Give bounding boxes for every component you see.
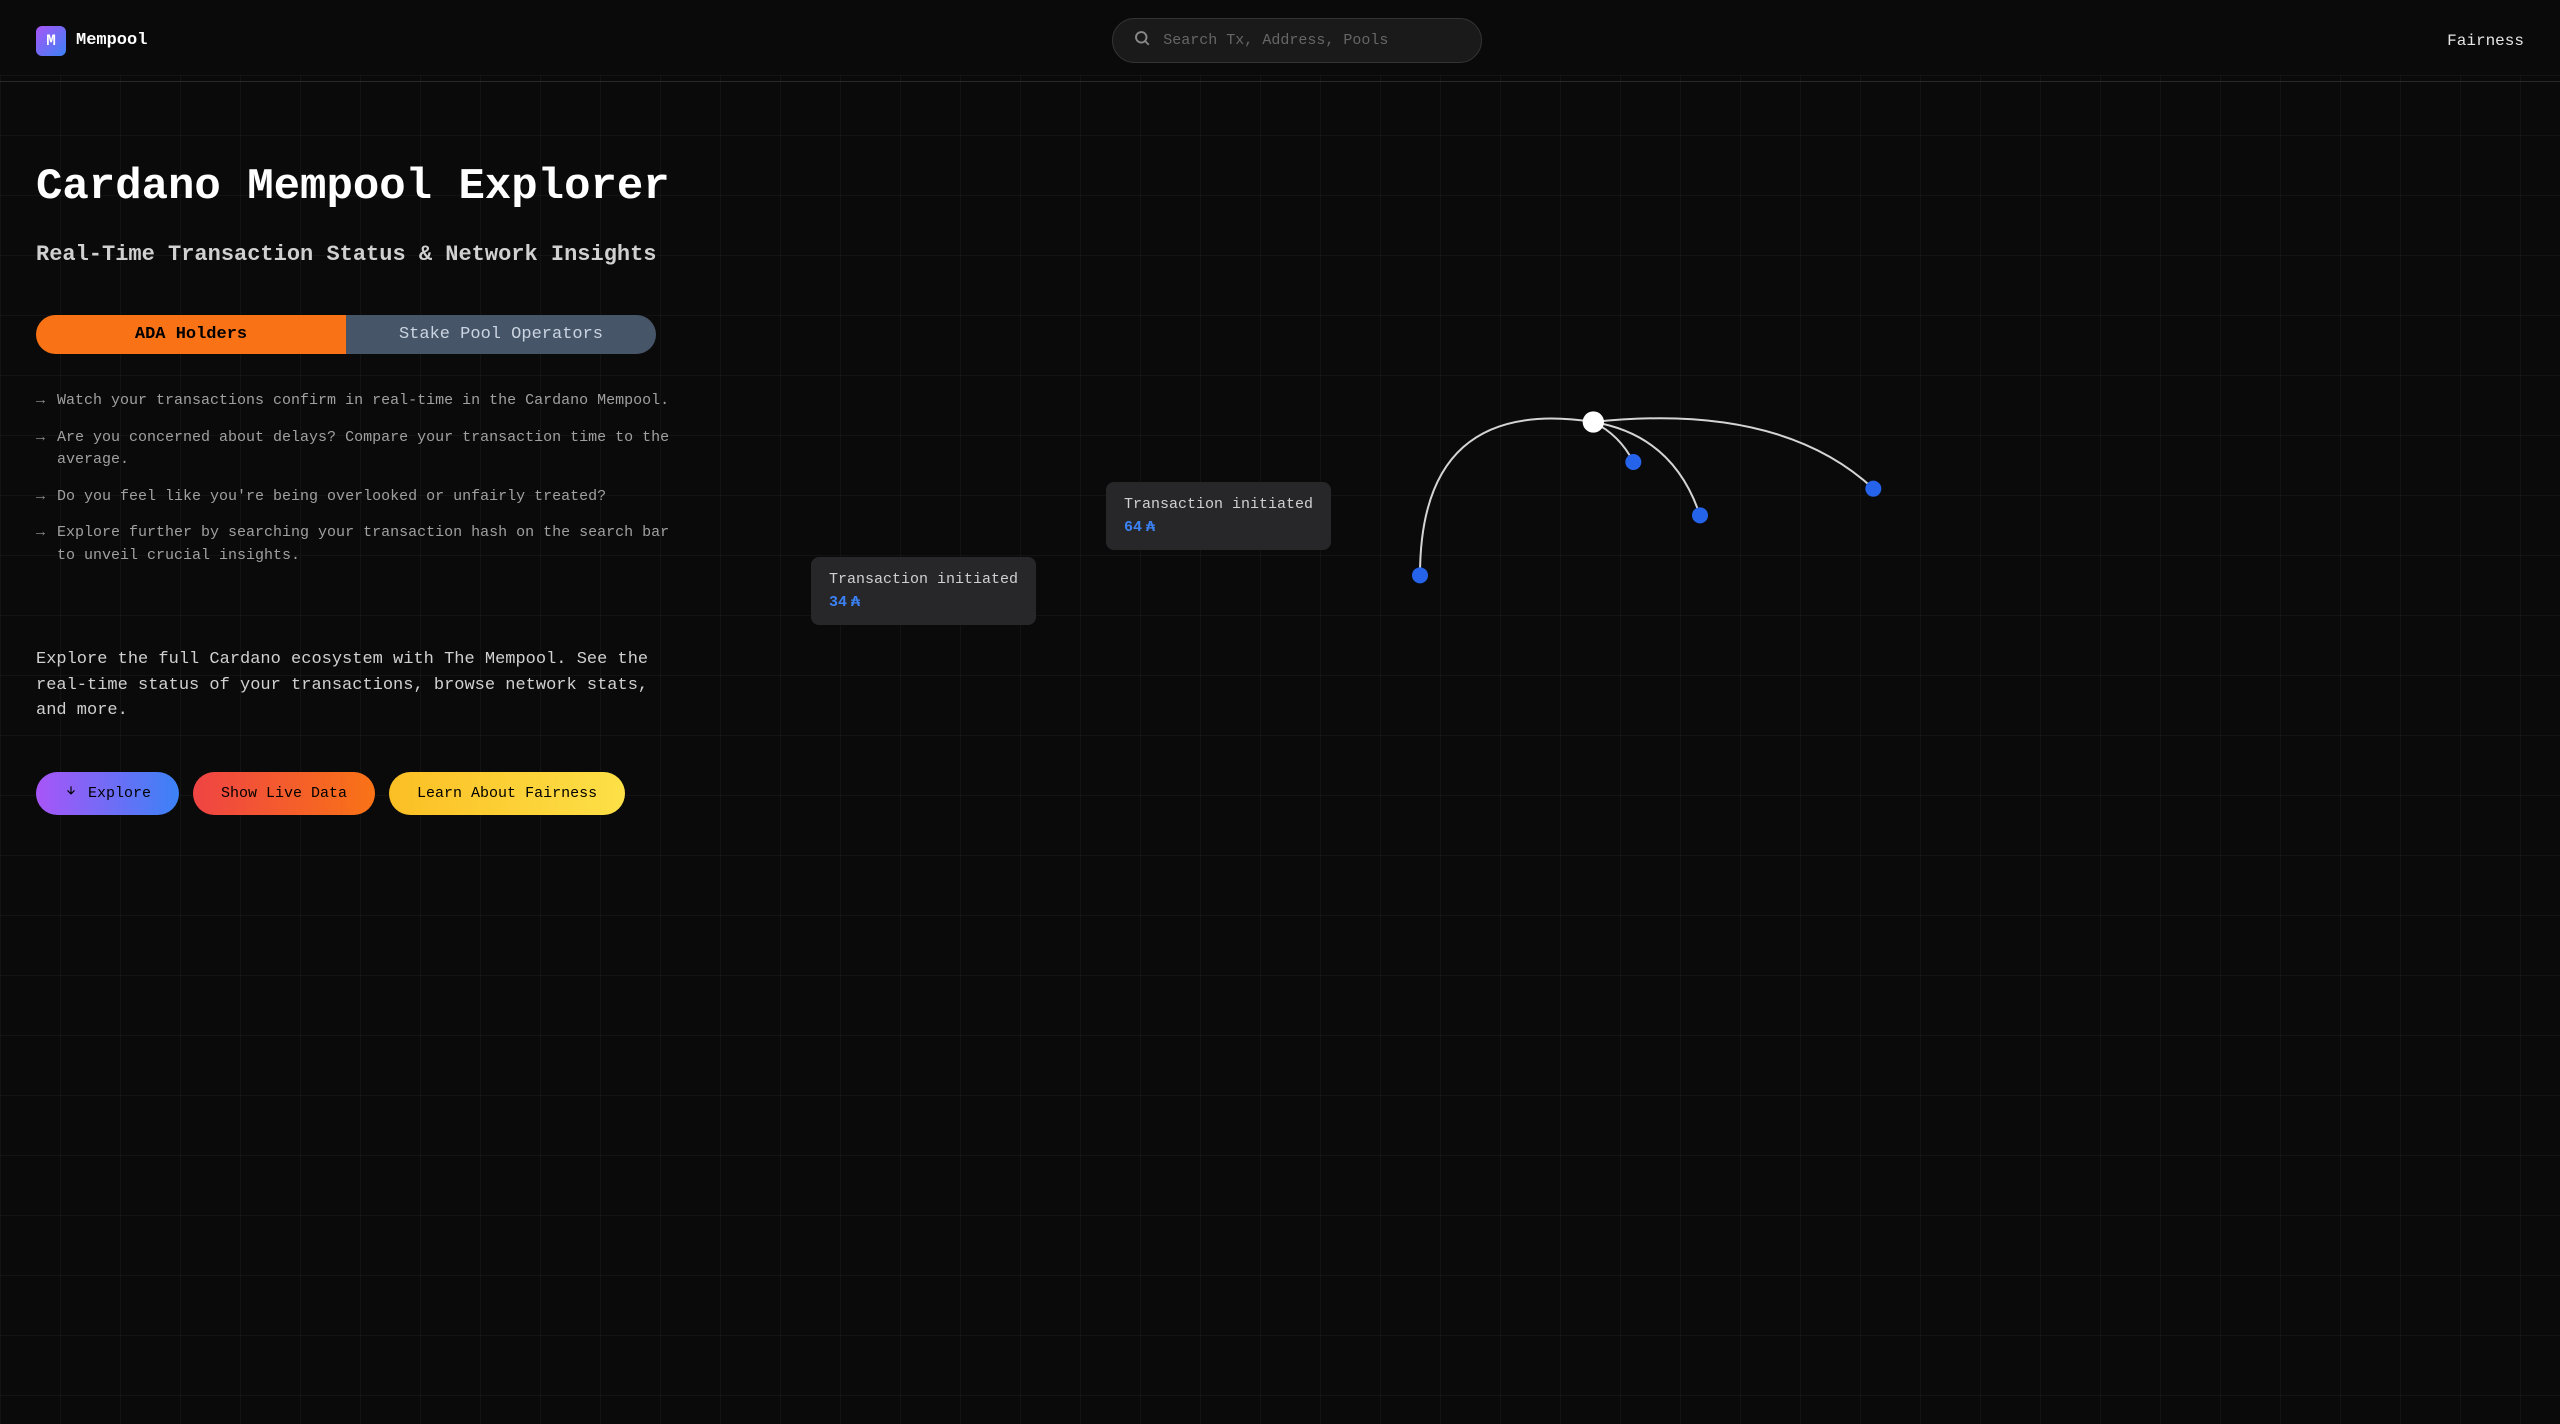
- search-bar[interactable]: [1112, 18, 1482, 63]
- list-item: → Are you concerned about delays? Compar…: [36, 427, 676, 472]
- arrow-icon: →: [36, 427, 45, 472]
- tab-group: ADA Holders Stake Pool Operators: [36, 315, 656, 354]
- tooltip-value: 64 ₳: [1124, 519, 1313, 536]
- fairness-button[interactable]: Learn About Fairness: [389, 772, 625, 815]
- bullet-text: Explore further by searching your transa…: [57, 522, 676, 567]
- tooltip: Transaction initiated 64 ₳: [1106, 482, 1331, 550]
- arrow-icon: →: [36, 522, 45, 567]
- description: Explore the full Cardano ecosystem with …: [36, 647, 676, 724]
- bullet-text: Watch your transactions confirm in real-…: [57, 390, 669, 413]
- logo[interactable]: M Mempool: [36, 26, 147, 56]
- ada-icon: ₳: [1146, 519, 1155, 536]
- live-data-button[interactable]: Show Live Data: [193, 772, 375, 815]
- download-icon: [64, 784, 78, 803]
- button-label: Show Live Data: [221, 785, 347, 802]
- bullet-list: → Watch your transactions confirm in rea…: [36, 390, 716, 567]
- button-row: Explore Show Live Data Learn About Fairn…: [36, 772, 716, 815]
- nav-fairness[interactable]: Fairness: [2447, 32, 2524, 50]
- tooltip-title: Transaction initiated: [829, 571, 1018, 588]
- search-icon: [1133, 29, 1151, 52]
- list-item: → Do you feel like you're being overlook…: [36, 486, 676, 509]
- tooltip: Transaction initiated 34 ₳: [811, 557, 1036, 625]
- bullet-text: Do you feel like you're being overlooked…: [57, 486, 606, 509]
- button-label: Explore: [88, 785, 151, 802]
- network-visualization: Transaction initiated 34 ₳ Transaction i…: [716, 162, 2524, 815]
- arrow-icon: →: [36, 486, 45, 509]
- page-title: Cardano Mempool Explorer: [36, 162, 716, 212]
- logo-text: Mempool: [76, 31, 147, 50]
- network-svg: [716, 342, 2524, 742]
- search-input[interactable]: [1163, 32, 1461, 49]
- tooltip-title: Transaction initiated: [1124, 496, 1313, 513]
- list-item: → Watch your transactions confirm in rea…: [36, 390, 676, 413]
- logo-icon: M: [36, 26, 66, 56]
- ada-icon: ₳: [851, 594, 860, 611]
- button-label: Learn About Fairness: [417, 785, 597, 802]
- tooltip-value: 34 ₳: [829, 594, 1018, 611]
- bullet-text: Are you concerned about delays? Compare …: [57, 427, 676, 472]
- explore-button[interactable]: Explore: [36, 772, 179, 815]
- list-item: → Explore further by searching your tran…: [36, 522, 676, 567]
- arrow-icon: →: [36, 390, 45, 413]
- tab-stake-pool[interactable]: Stake Pool Operators: [346, 315, 656, 354]
- header: M Mempool Fairness: [0, 0, 2560, 82]
- tab-ada-holders[interactable]: ADA Holders: [36, 315, 346, 354]
- page-subtitle: Real-Time Transaction Status & Network I…: [36, 242, 716, 267]
